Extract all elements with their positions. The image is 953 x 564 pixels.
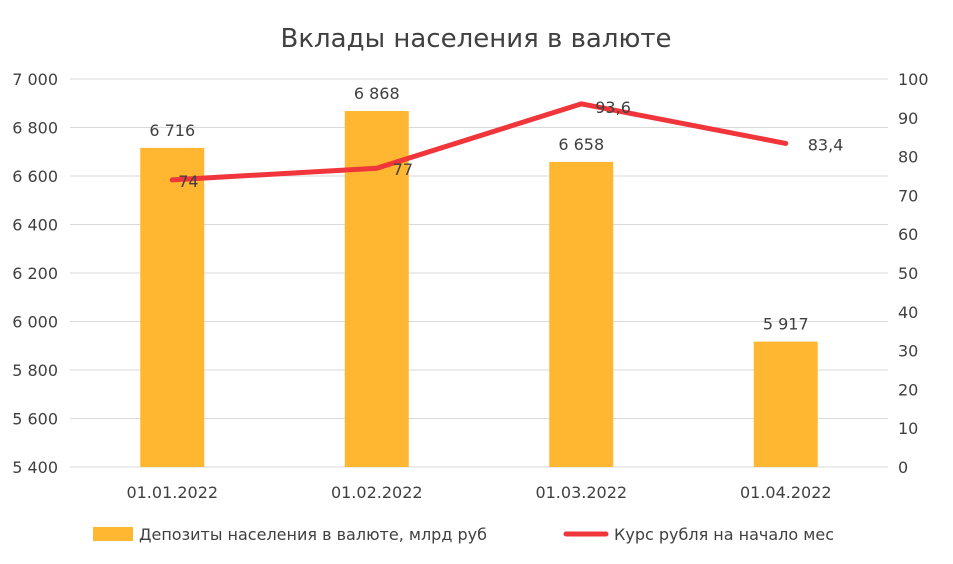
bar-deposits — [549, 161, 614, 467]
y-right-tick-label: 80 — [898, 148, 918, 167]
x-tick-label: 01.04.2022 — [740, 483, 832, 502]
line-data-label: 93,6 — [595, 98, 631, 117]
y-axis-left: 5 400 5 600 5 800 6 000 6 200 6 400 6 600 6 800… — [12, 70, 58, 477]
y-right-tick-label: 100 — [898, 70, 929, 89]
bar-deposits — [140, 147, 205, 467]
y-left-tick-label: 6 800 — [12, 119, 58, 138]
legend-label-rate: Курс рубля на начало мес — [614, 525, 834, 544]
y-right-tick-label: 90 — [898, 109, 918, 128]
bar-data-label: 6 716 — [149, 121, 195, 140]
legend-label-deposits: Депозиты населения в валюте, млрд руб — [139, 525, 487, 544]
y-left-tick-label: 6 200 — [12, 264, 58, 283]
chart-title: Вклады населения в валюте — [281, 24, 672, 54]
legend: Депозиты населения в валюте, млрд руб Ку… — [93, 525, 834, 544]
bar-series — [140, 111, 818, 467]
x-tick-label: 01.02.2022 — [331, 483, 423, 502]
y-right-tick-label: 10 — [898, 419, 918, 438]
x-axis: 01.01.2022 01.02.2022 01.03.2022 01.04.2022 — [126, 483, 831, 502]
y-left-tick-label: 6 600 — [12, 167, 58, 186]
y-left-tick-label: 5 800 — [12, 361, 58, 380]
bar-deposits — [753, 341, 818, 467]
y-left-tick-label: 7 000 — [12, 70, 58, 89]
line-series — [169, 101, 789, 183]
y-right-tick-label: 70 — [898, 186, 918, 205]
y-left-tick-label: 5 400 — [12, 458, 58, 477]
bar-data-label: 5 917 — [763, 315, 809, 334]
y-right-tick-label: 60 — [898, 225, 918, 244]
y-right-tick-label: 0 — [898, 458, 908, 477]
line-data-label: 83,4 — [808, 135, 844, 154]
y-right-tick-label: 30 — [898, 342, 918, 361]
line-data-label: 77 — [393, 160, 413, 179]
y-left-tick-label: 5 600 — [12, 410, 58, 429]
x-tick-label: 01.01.2022 — [126, 483, 218, 502]
y-left-tick-label: 6 000 — [12, 313, 58, 332]
bar-data-label: 6 658 — [558, 135, 604, 154]
data-labels: 6 716 6 868 6 658 5 917 74 77 93,6 83,4 — [149, 84, 843, 334]
line-rate — [169, 101, 789, 183]
y-left-tick-label: 6 400 — [12, 216, 58, 235]
bar-data-label: 6 868 — [354, 84, 400, 103]
y-axis-right: 0 10 20 30 40 50 60 70 80 90 100 — [898, 70, 929, 477]
line-data-label: 74 — [178, 172, 198, 191]
x-tick-label: 01.03.2022 — [535, 483, 627, 502]
y-right-tick-label: 40 — [898, 303, 918, 322]
legend-swatch-deposits — [93, 527, 133, 541]
y-right-tick-label: 50 — [898, 264, 918, 283]
y-right-tick-label: 20 — [898, 380, 918, 399]
